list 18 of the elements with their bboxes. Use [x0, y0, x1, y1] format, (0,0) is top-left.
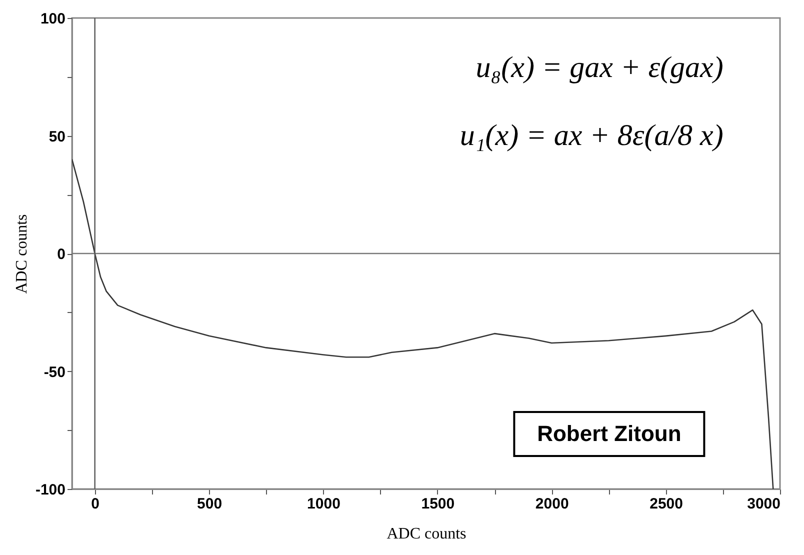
x-tick-label: 3000: [747, 496, 780, 512]
x-tick-label: 1000: [307, 496, 340, 512]
x-tick-label: 0: [91, 496, 100, 512]
annotation: u₈(x) = gax + ε(gax): [476, 51, 724, 84]
annotation: u₁(x) = ax + 8ε(a/8 x): [460, 119, 724, 152]
x-axis-title: ADC counts: [386, 526, 466, 542]
y-tick-label: -100: [35, 482, 66, 498]
x-tick-label: 2500: [650, 496, 683, 512]
y-tick-label: 50: [48, 128, 66, 146]
annotation: Robert Zitoun: [537, 421, 682, 446]
y-tick-label: 100: [40, 10, 66, 28]
y-axis-title: ADC counts: [13, 214, 30, 294]
x-tick-label: 500: [197, 496, 222, 512]
x-tick-label: 2000: [535, 496, 569, 512]
x-tick-label: 1500: [421, 496, 455, 512]
line-series: [72, 158, 774, 489]
y-tick-label: 0: [57, 246, 66, 263]
y-tick-label: -50: [44, 364, 66, 381]
